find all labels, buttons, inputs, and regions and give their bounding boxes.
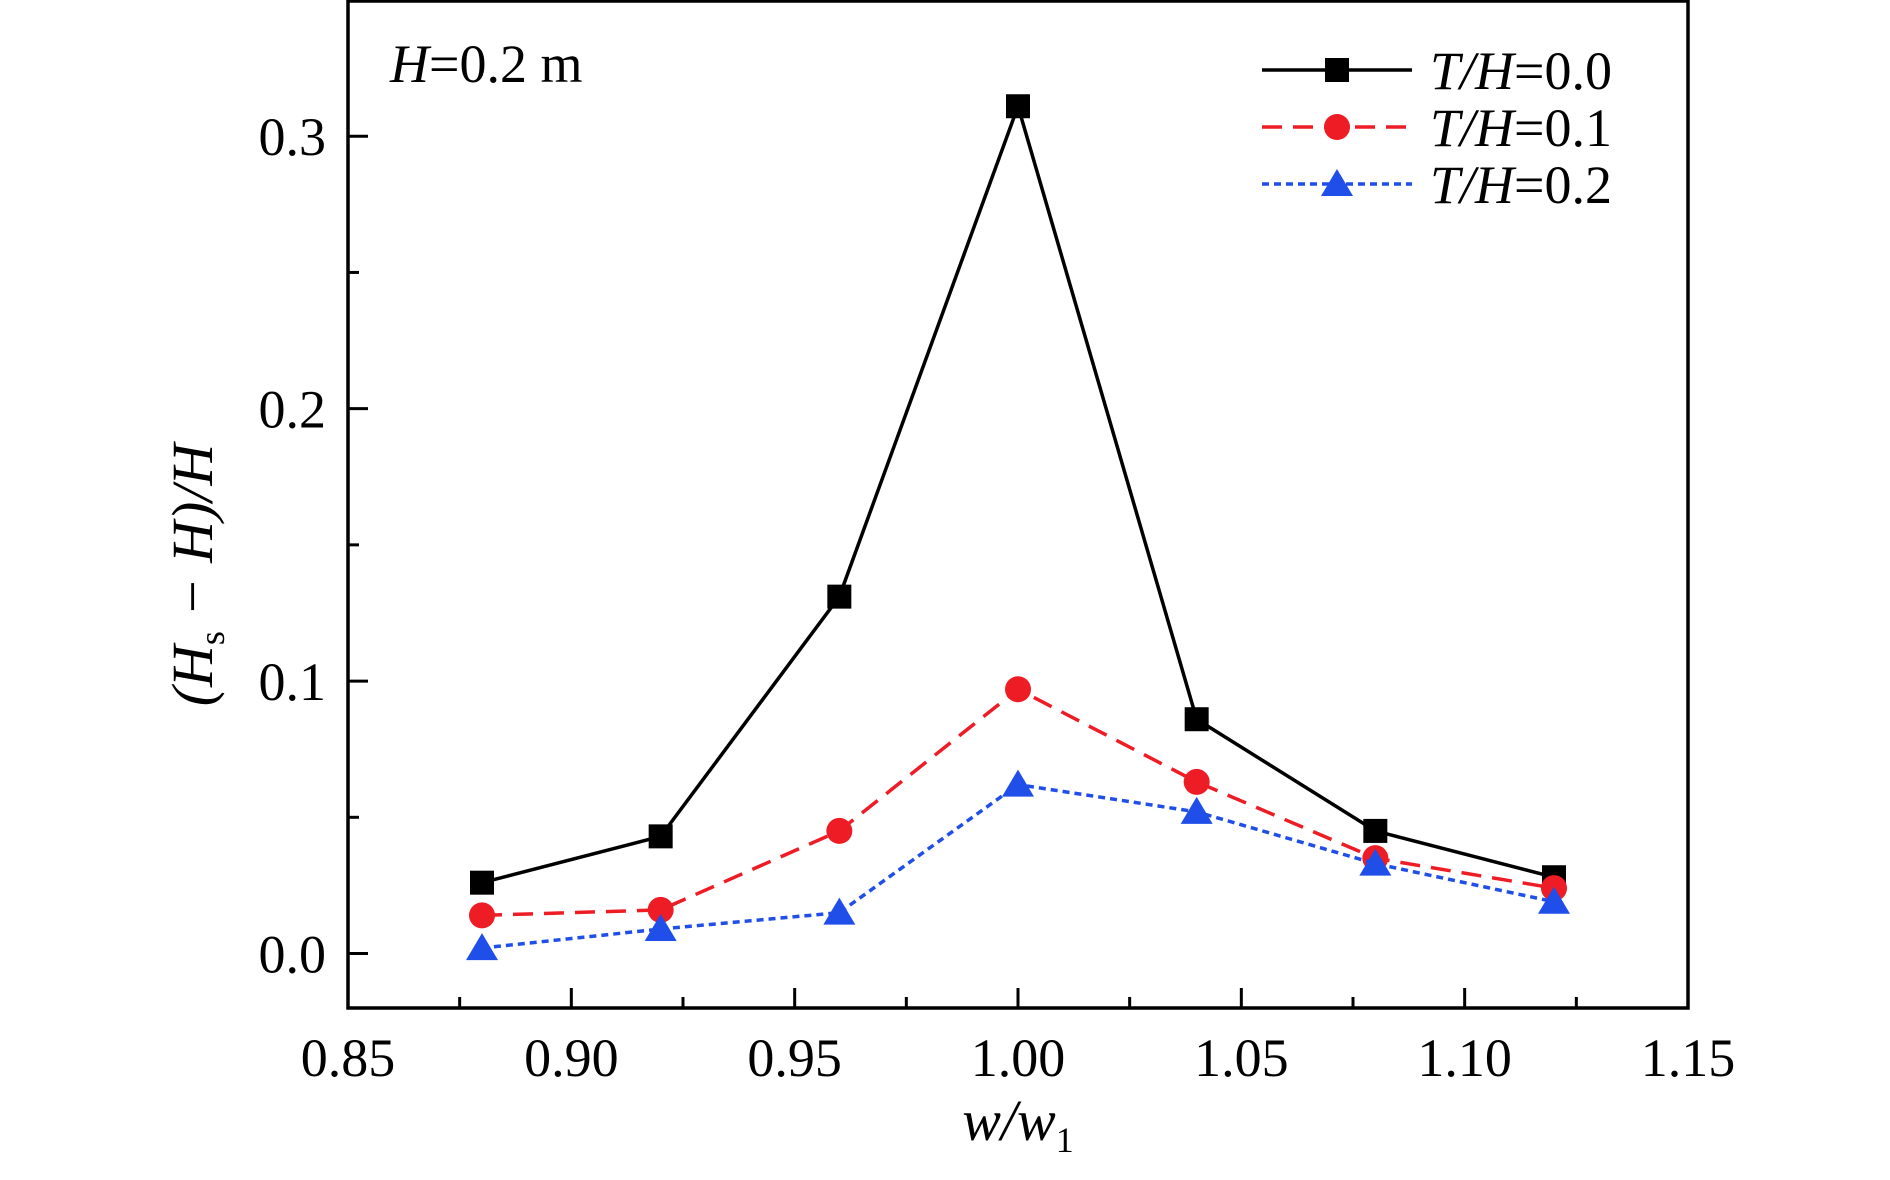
legend-marker (1324, 114, 1350, 140)
legend-marker (1321, 169, 1353, 196)
legend-item: T/H=0.2 (1262, 155, 1612, 215)
data-point (823, 897, 856, 925)
x-tick-label: 0.95 (747, 1028, 842, 1088)
data-point (470, 870, 494, 895)
legend-label: T/H=0.2 (1430, 155, 1612, 215)
y-tick-label: 0.2 (259, 380, 327, 440)
data-point (1359, 848, 1392, 876)
plot-area: 0.85 0.90 0.95 1.00 1.05 1.10 1.15 0.0 0.1 0.2 0.3 (259, 0, 1736, 1088)
legend-marker (1325, 58, 1349, 82)
data-point (826, 817, 853, 844)
series-line (481, 782, 1555, 950)
data-point (1006, 94, 1030, 119)
series-square (470, 94, 1566, 895)
series-line (481, 100, 1555, 885)
x-tick-label: 1.15 (1641, 1028, 1736, 1088)
series-triangle (466, 769, 1570, 961)
legend-label: T/H=0.0 (1430, 41, 1612, 101)
x-tick-label: 1.00 (971, 1028, 1066, 1088)
data-point (1363, 818, 1388, 843)
data-point (648, 824, 673, 849)
annotation-text: H=0.2 m (389, 34, 582, 94)
y-tick-label: 0.3 (259, 107, 327, 167)
x-tick-label: 1.05 (1194, 1028, 1289, 1088)
legend-item: T/H=0.1 (1262, 98, 1612, 158)
x-axis-title: w/w1 (962, 1088, 1074, 1160)
data-point (647, 896, 674, 923)
series-circle (469, 676, 1567, 929)
series-layer (466, 94, 1570, 961)
y-axis-title: (Hs − H)/H (160, 441, 232, 707)
x-tick-label: 0.90 (524, 1028, 619, 1088)
data-point (1184, 707, 1209, 732)
y-tick-label: 0.1 (259, 652, 327, 712)
x-tick-label: 1.10 (1417, 1028, 1512, 1088)
legend: T/H=0.0T/H=0.1T/H=0.2 (1262, 41, 1612, 215)
data-point (1183, 768, 1210, 795)
data-point (466, 933, 498, 961)
data-point (1538, 886, 1570, 914)
y-tick-label: 0.0 (259, 925, 327, 985)
legend-item: T/H=0.0 (1262, 41, 1612, 101)
data-point (469, 902, 495, 929)
x-tick-label: 0.85 (301, 1028, 396, 1088)
data-point (827, 584, 852, 609)
legend-label: T/H=0.1 (1430, 98, 1612, 158)
data-point (644, 913, 677, 941)
data-point (1180, 796, 1213, 824)
data-point (1002, 769, 1034, 797)
series-line (481, 687, 1555, 918)
data-point (1005, 676, 1031, 703)
